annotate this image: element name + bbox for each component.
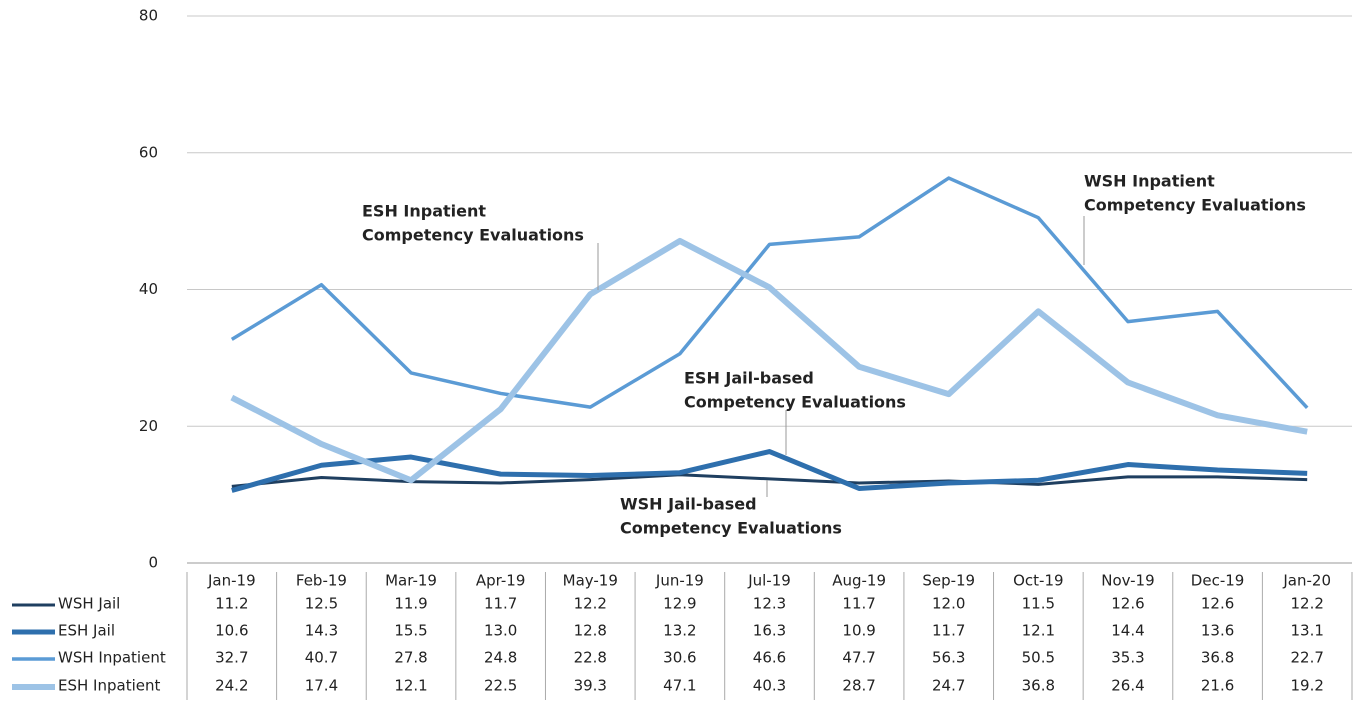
- table-value: 50.5: [1022, 649, 1055, 667]
- line-series: [230, 237, 1308, 484]
- table-value: 40.7: [305, 649, 338, 667]
- table-value: 22.8: [574, 649, 607, 667]
- annotation: ESH Inpatient: [362, 202, 486, 221]
- line-series: [231, 449, 1308, 493]
- table-value: 12.6: [1111, 595, 1144, 613]
- table-value: 56.3: [932, 649, 965, 667]
- x-tick-label: Feb-19: [296, 572, 347, 590]
- table-value: 16.3: [753, 622, 786, 640]
- legend-label: ESH Jail: [58, 622, 115, 640]
- table-value: 35.3: [1111, 649, 1144, 667]
- table-value: 12.1: [394, 677, 427, 695]
- x-tick-label: Jan-19: [207, 572, 256, 590]
- annotation: Competency Evaluations: [684, 393, 906, 412]
- annotation: ESH Jail-based: [684, 369, 814, 388]
- y-tick-label: 80: [139, 7, 158, 25]
- table-value: 26.4: [1111, 677, 1144, 695]
- x-tick-label: Aug-19: [832, 572, 886, 590]
- table-value: 17.4: [305, 677, 338, 695]
- table-value: 47.7: [842, 649, 875, 667]
- x-tick-label: Oct-19: [1013, 572, 1063, 590]
- table-value: 40.3: [753, 677, 786, 695]
- table-value: 36.8: [1201, 649, 1234, 667]
- table-value: 11.5: [1022, 595, 1055, 613]
- x-tick-label: Jul-19: [747, 572, 791, 590]
- table-value: 13.0: [484, 622, 517, 640]
- x-tick-label: Nov-19: [1101, 572, 1154, 590]
- line-series: [231, 473, 1308, 488]
- table-value: 12.5: [305, 595, 338, 613]
- annotation: Competency Evaluations: [620, 519, 842, 538]
- table-value: 10.6: [215, 622, 248, 640]
- table-value: 12.6: [1201, 595, 1234, 613]
- annotation: Competency Evaluations: [1084, 196, 1306, 215]
- line-series: [230, 176, 1309, 409]
- table-value: 12.2: [574, 595, 607, 613]
- legend-label: WSH Inpatient: [58, 649, 166, 667]
- table-value: 12.2: [1290, 595, 1323, 613]
- x-tick-label: Dec-19: [1191, 572, 1245, 590]
- annotation: Competency Evaluations: [362, 226, 584, 245]
- x-tick-label: Jan-20: [1282, 572, 1331, 590]
- legend-label: ESH Inpatient: [58, 677, 160, 695]
- table-value: 39.3: [574, 677, 607, 695]
- table-value: 14.3: [305, 622, 338, 640]
- x-tick-label: Mar-19: [385, 572, 437, 590]
- table-value: 24.2: [215, 677, 248, 695]
- y-tick-label: 40: [139, 280, 158, 298]
- table-value: 13.1: [1290, 622, 1323, 640]
- annotation: WSH Inpatient: [1084, 172, 1215, 191]
- table-value: 11.7: [484, 595, 517, 613]
- table-value: 19.2: [1290, 677, 1323, 695]
- legend-label: WSH Jail: [58, 595, 120, 613]
- x-tick-label: Jun-19: [655, 572, 704, 590]
- table-value: 12.3: [753, 595, 786, 613]
- table-value: 11.7: [842, 595, 875, 613]
- table-value: 22.7: [1290, 649, 1323, 667]
- table-value: 11.7: [932, 622, 965, 640]
- table-value: 15.5: [394, 622, 427, 640]
- table-value: 12.1: [1022, 622, 1055, 640]
- table-value: 13.6: [1201, 622, 1234, 640]
- y-tick-label: 0: [148, 554, 158, 572]
- table-value: 32.7: [215, 649, 248, 667]
- table-value: 11.9: [394, 595, 427, 613]
- table-value: 22.5: [484, 677, 517, 695]
- table-value: 11.2: [215, 595, 248, 613]
- table-value: 10.9: [842, 622, 875, 640]
- table-value: 21.6: [1201, 677, 1234, 695]
- table-value: 46.6: [753, 649, 786, 667]
- table-value: 12.8: [574, 622, 607, 640]
- table-value: 27.8: [394, 649, 427, 667]
- table-value: 30.6: [663, 649, 696, 667]
- table-value: 24.7: [932, 677, 965, 695]
- table-value: 24.8: [484, 649, 517, 667]
- table-value: 47.1: [663, 677, 696, 695]
- x-tick-label: Apr-19: [476, 572, 526, 590]
- table-value: 14.4: [1111, 622, 1144, 640]
- x-tick-label: Sep-19: [922, 572, 975, 590]
- y-tick-label: 60: [139, 143, 158, 161]
- table-value: 12.9: [663, 595, 696, 613]
- table-value: 36.8: [1022, 677, 1055, 695]
- table-value: 28.7: [842, 677, 875, 695]
- y-tick-label: 20: [139, 417, 158, 435]
- annotation: WSH Jail-based: [620, 495, 757, 514]
- table-value: 12.0: [932, 595, 965, 613]
- x-tick-label: May-19: [563, 572, 618, 590]
- table-value: 13.2: [663, 622, 696, 640]
